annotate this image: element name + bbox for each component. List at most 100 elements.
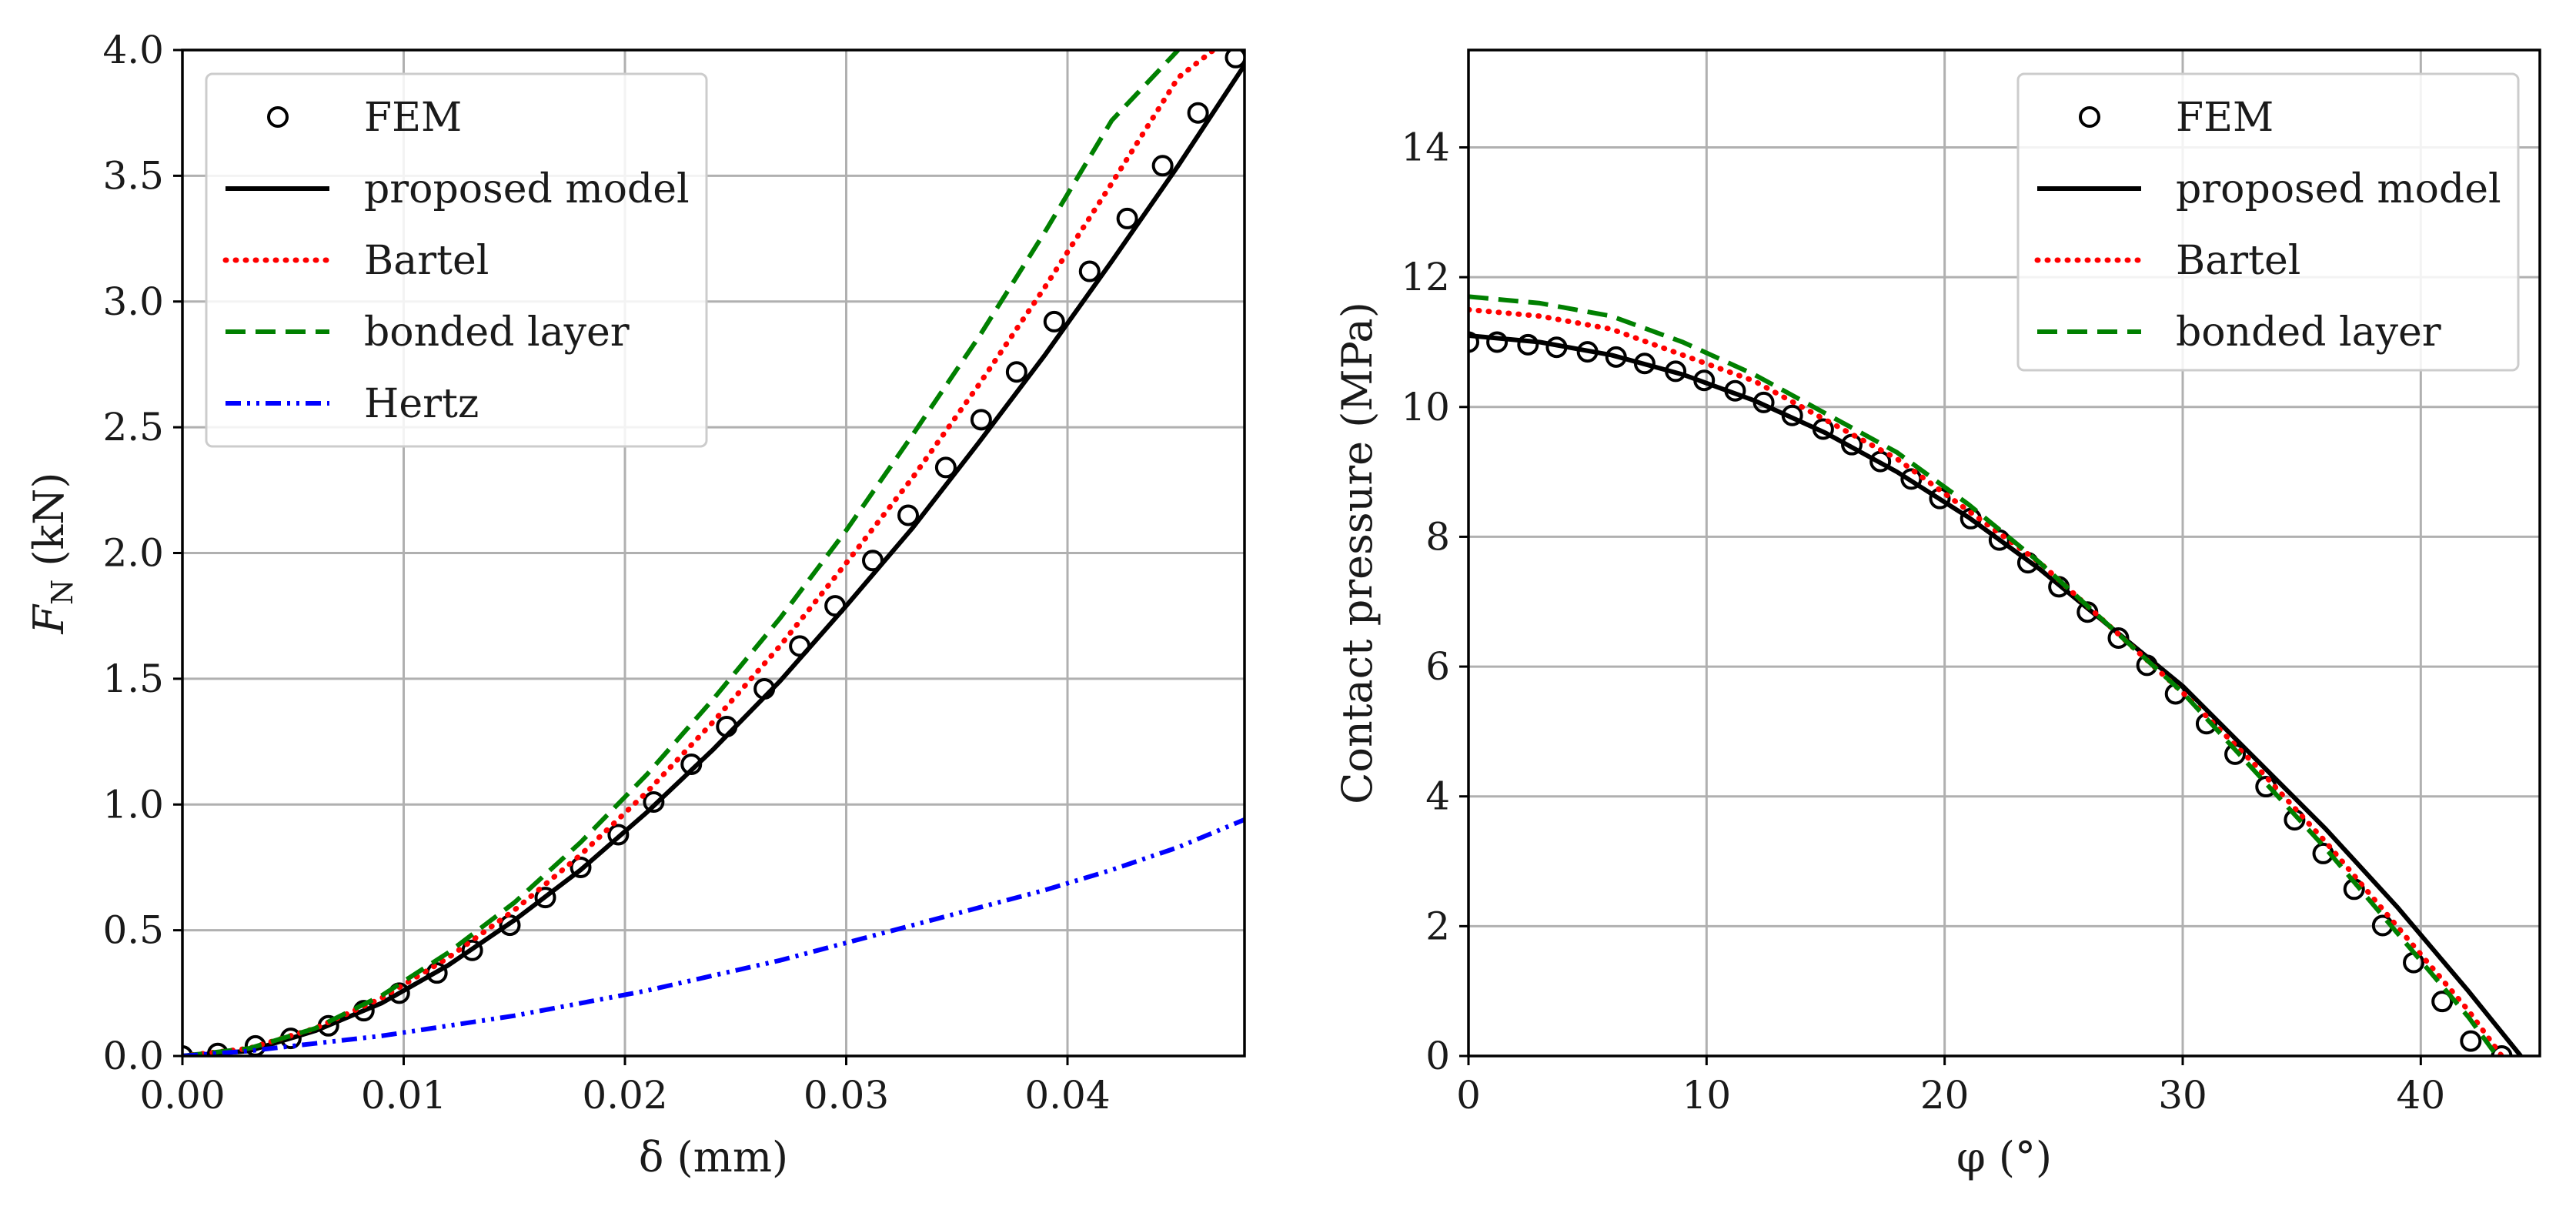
chart2-legend-item-proposed-model: proposed model <box>2037 166 2501 212</box>
chart2-y-axis-label: Contact pressure (MPa) <box>1333 302 1382 804</box>
chart2-y-tick-label: 14 <box>1401 125 1450 169</box>
chart1-data-point <box>1187 102 1209 124</box>
chart2-legend-box <box>2016 72 2520 372</box>
chart1-y-axis-label-subscript: N <box>45 580 79 605</box>
chart2-legend-label: Bartel <box>2176 238 2300 284</box>
chart1-legend-item-proposed-model: proposed model <box>226 166 690 212</box>
chart2-y-tick-label: 0 <box>1425 1034 1450 1078</box>
chart1-data-point <box>897 504 919 526</box>
chart1-series-line <box>182 50 1180 1056</box>
chart2-x-tick-label: 10 <box>1682 1073 1732 1118</box>
chart1-series-line <box>182 50 1217 1056</box>
chart2-data-point <box>1486 331 1509 353</box>
chart1-x-tick-label: 0.01 <box>361 1073 446 1118</box>
chart1-y-tick-label: 3.0 <box>102 279 164 324</box>
chart2-legend-marker <box>2079 106 2100 128</box>
chart1-data-point <box>643 790 665 813</box>
chart1-data-point <box>570 856 592 878</box>
chart1-data-point <box>607 824 630 846</box>
chart1-x-tick-label: 0.02 <box>582 1073 667 1118</box>
chart1-x-tick-label: 0.00 <box>139 1073 225 1118</box>
chart2-data-point <box>2491 1045 2513 1056</box>
chart2-data-point <box>2107 627 2130 649</box>
chart2-legend-item-bonded-layer: bonded layer <box>2037 309 2441 356</box>
chart2-y-tick-label: 8 <box>1425 514 1450 559</box>
chart2-legend-item-bartel: Bartel <box>2034 238 2300 284</box>
chart1-x-axis-label: δ (mm) <box>639 1133 788 1181</box>
chart1-legend-box <box>205 72 708 448</box>
chart1-plot-area <box>182 50 1245 1056</box>
chart2-series-line <box>1468 333 2523 1056</box>
chart1-y-axis-label-unit: (kN) <box>25 473 73 580</box>
chart1-legend-label: Hertz <box>364 381 479 427</box>
chart1-series-bonded-layer <box>182 50 1180 1056</box>
chart1-data-point <box>1151 155 1174 177</box>
chart1-axes-frame <box>181 48 1246 1058</box>
chart2-x-tick-label: 30 <box>2158 1073 2207 1118</box>
chart2-series-bonded-layer <box>1468 294 2499 1056</box>
chart2-x-tick-label: 0 <box>1456 1073 1481 1118</box>
chart1-series-line <box>182 63 1245 1056</box>
chart1-x-tick-label: 0.04 <box>1024 1073 1110 1118</box>
chart1-data-point <box>1116 207 1138 229</box>
chart2-series-fem <box>1468 331 2513 1056</box>
chart1-data-point <box>534 887 556 909</box>
chart2-y-tick-label: 12 <box>1401 255 1450 299</box>
chart2-series-proposed-model <box>1468 333 2523 1056</box>
chart2-series-line <box>1468 306 2504 1056</box>
chart2-ticks: 0 10 20 30 40 0 2 4 6 8 10 12 14 <box>1401 125 2445 1118</box>
chart1-legend-item-bartel: Bartel <box>222 238 489 284</box>
chart1-y-tick-label: 0.0 <box>102 1034 164 1078</box>
chart1-y-tick-label: 2.0 <box>102 531 164 576</box>
chart2-data-point <box>1517 333 1539 356</box>
chart1-legend-label: proposed model <box>364 166 690 212</box>
chart1-y-tick-label: 1.0 <box>102 782 164 827</box>
chart2-y-tick-label: 6 <box>1425 644 1450 689</box>
chart2-x-tick-label: 20 <box>1920 1073 1970 1118</box>
chart2-y-tick-label: 4 <box>1425 774 1450 819</box>
chart1-ticks: 0.00 0.01 0.02 0.03 0.04 0.0 0.5 1.0 1.5 2.0 2.5 3.… <box>102 28 1110 1118</box>
chart1-y-tick-label: 3.5 <box>102 153 164 198</box>
chart2-x-tick-label: 40 <box>2397 1073 2446 1118</box>
chart-left-force-displacement: 0.00 0.01 0.02 0.03 0.04 0.0 0.5 1.0 1.5 2.0 2.5 3.… <box>25 28 1246 1181</box>
chart1-legend-item-bonded-layer: bonded layer <box>226 309 630 356</box>
chart1-x-tick-label: 0.03 <box>804 1073 889 1118</box>
chart1-data-point <box>1043 310 1065 332</box>
chart2-y-tick-label: 10 <box>1401 385 1450 429</box>
chart2-legend-item-fem: FEM <box>2079 95 2274 141</box>
chart1-series-hertz <box>182 817 1245 1056</box>
chart2-axes-frame <box>1467 48 2541 1058</box>
chart2-legend-label: proposed model <box>2176 166 2501 212</box>
chart2-data-point <box>2431 991 2454 1013</box>
chart1-y-tick-label: 0.5 <box>102 908 164 953</box>
chart2-series-line <box>1468 294 2499 1056</box>
chart1-legend-item-hertz: Hertz <box>226 381 479 427</box>
chart1-y-axis-label: FN (kN) <box>25 473 79 635</box>
chart1-series-bartel <box>182 50 1217 1056</box>
chart1-legend: FEM proposed model Bartel bonded layer Hertz <box>205 72 708 448</box>
chart1-series-proposed-model <box>182 63 1245 1056</box>
chart1-data-point <box>461 939 483 961</box>
chart1-legend-label: Bartel <box>364 238 489 284</box>
chart-right-contact-pressure: 0 10 20 30 40 0 2 4 6 8 10 12 14 φ (°) Contact pressur… <box>1333 48 2541 1181</box>
chart2-legend: FEM proposed model Bartel bonded layer <box>2016 72 2520 372</box>
chart1-legend-item-fem: FEM <box>267 95 462 141</box>
chart1-legend-label: bonded layer <box>364 309 630 356</box>
chart2-legend-label: bonded layer <box>2176 309 2441 356</box>
chart1-legend-marker <box>267 106 289 128</box>
chart1-y-tick-label: 2.5 <box>102 405 164 449</box>
chart2-plot-area <box>1468 294 2523 1056</box>
chart1-data-point <box>970 409 992 431</box>
chart1-data-point <box>934 456 957 479</box>
chart1-data-point <box>1078 260 1101 282</box>
chart1-data-point <box>1225 50 1245 69</box>
chart1-y-axis-label-symbol: F <box>25 603 73 635</box>
chart2-series-bartel <box>1468 306 2504 1056</box>
chart2-legend-label: FEM <box>2176 95 2274 141</box>
chart1-legend-label: FEM <box>364 95 462 141</box>
chart1-data-point <box>1005 361 1027 383</box>
chart2-data-point <box>1468 331 1479 353</box>
chart1-y-tick-label: 1.5 <box>102 657 164 701</box>
chart2-x-axis-label: φ (°) <box>1956 1133 2052 1181</box>
